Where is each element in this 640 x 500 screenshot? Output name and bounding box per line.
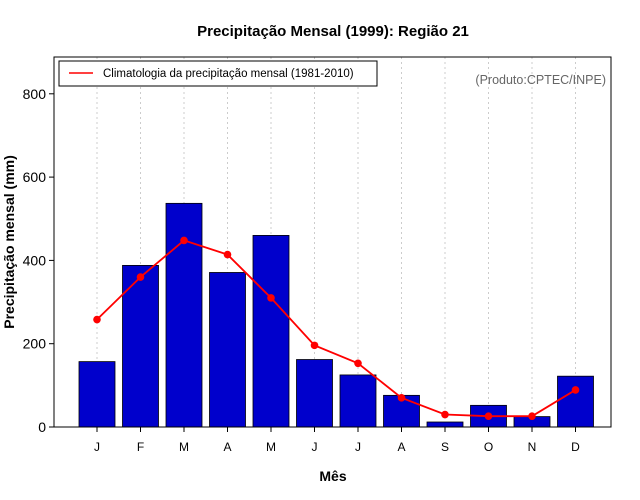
- climatology-point-6: [354, 359, 362, 368]
- climatology-line: [96, 239, 576, 418]
- x-tick-label-1: F: [137, 440, 144, 454]
- bar-11: [557, 375, 594, 428]
- legend-label: Climatologia da precipitação mensal (198…: [103, 68, 354, 80]
- bar-3: [209, 272, 246, 428]
- x-tick-label-2: M: [179, 440, 189, 454]
- y-tick-label-1: 200: [23, 336, 47, 352]
- x-tick-label-11: D: [571, 440, 580, 454]
- climatology-point-8: [441, 410, 449, 419]
- x-tick-label-3: A: [223, 440, 231, 454]
- climatology-point-4: [267, 294, 275, 302]
- climatology-series: [93, 236, 580, 420]
- climatology-point-0: [93, 315, 101, 324]
- climatology-point-2: [180, 236, 188, 245]
- bar-8: [426, 421, 464, 428]
- x-tick-label-10: N: [528, 440, 537, 454]
- chart-title: Precipitação Mensal (1999): Região 21: [197, 23, 469, 40]
- y-axis: 0 200 400 600 800: [23, 86, 54, 435]
- climatology-point-7: [397, 394, 406, 402]
- x-tick-label-5: J: [312, 440, 318, 454]
- legend-box: [58, 60, 378, 87]
- x-axis-title: Mês: [319, 468, 346, 484]
- y-tick-label-4: 800: [23, 86, 47, 102]
- y-tick-label-0: 0: [38, 419, 46, 435]
- climatology-point-5: [310, 341, 319, 350]
- x-tick-label-8: S: [441, 440, 449, 454]
- bar-series: [78, 202, 594, 428]
- x-tick-label-7: A: [397, 440, 405, 454]
- y-tick-label-2: 400: [23, 252, 47, 268]
- bar-1: [122, 264, 159, 428]
- climatology-point-1: [136, 273, 145, 281]
- plot-frame: [53, 56, 612, 428]
- x-tick-label-0: J: [94, 440, 100, 454]
- climatology-point-9: [484, 412, 493, 420]
- bar-0: [78, 361, 116, 428]
- x-tick-label-6: J: [355, 440, 361, 454]
- bar-6: [339, 374, 377, 428]
- y-tick-label-3: 600: [23, 169, 47, 185]
- climatology-point-3: [223, 250, 232, 259]
- x-tick-label-9: O: [484, 440, 493, 454]
- y-axis-title: Precipitação mensal (mm): [1, 155, 17, 329]
- climatology-point-10: [528, 412, 536, 420]
- legend: Climatologia da precipitação mensal (198…: [58, 60, 378, 87]
- bar-4: [252, 235, 290, 428]
- climatology-point-11: [571, 386, 580, 394]
- x-tick-label-4: M: [266, 440, 276, 454]
- credit-annotation: (Produto:CPTEC/INPE): [475, 73, 606, 87]
- bar-5: [296, 359, 333, 428]
